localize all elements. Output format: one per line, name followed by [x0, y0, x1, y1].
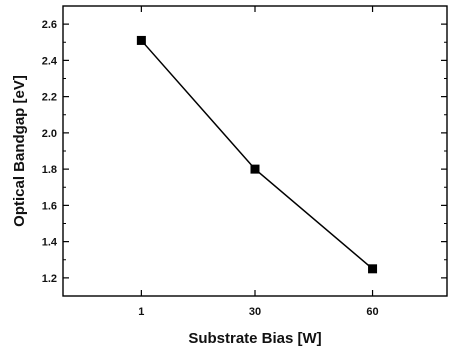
y-axis-ticks: 1.2 1.4 1.6 1.8 2.0 2.2 2.4 2.6: [42, 19, 447, 285]
x-tick-label: 30: [249, 306, 261, 318]
x-axis-title: Substrate Bias [W]: [188, 330, 321, 347]
series-line: [140, 39, 374, 270]
y-tick-label: 2.4: [42, 55, 58, 67]
x-tick-label: 1: [138, 306, 144, 318]
y-tick-label: 2.2: [42, 92, 57, 104]
x-tick-label: 60: [366, 306, 378, 318]
data-point-marker: [250, 164, 260, 174]
plot-frame: [62, 5, 448, 297]
y-tick-label: 1.8: [42, 164, 57, 176]
y-tick-label: 2.6: [42, 19, 57, 31]
y-tick-label: 1.2: [42, 273, 57, 285]
series-group: [136, 35, 378, 274]
y-tick-label: 2.0: [42, 128, 57, 140]
y-tick-label: 1.4: [42, 237, 58, 249]
x-axis-ticks: 1 30 60: [138, 6, 379, 318]
y-axis-title: Optical Bandgap [eV]: [11, 75, 28, 227]
y-tick-label: 1.6: [42, 200, 57, 212]
data-point-marker: [136, 35, 146, 45]
data-point-marker: [368, 264, 378, 274]
